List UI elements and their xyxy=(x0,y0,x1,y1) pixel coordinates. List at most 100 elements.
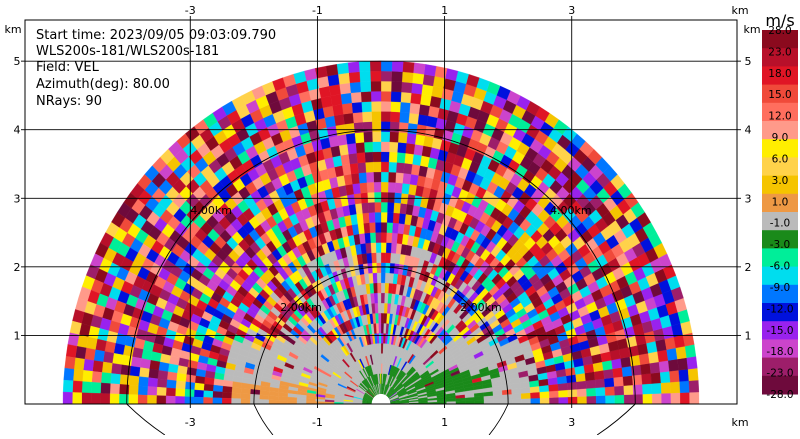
x-tick-label: -1 xyxy=(312,416,323,429)
scan-gate xyxy=(156,386,167,397)
scan-gate xyxy=(604,386,615,396)
colorbar-swatch xyxy=(762,139,798,158)
scan-gate xyxy=(221,397,232,404)
scan-gate xyxy=(138,367,150,378)
scan-gate xyxy=(112,353,124,365)
scan-gate xyxy=(366,181,375,193)
scan-gate xyxy=(268,395,279,401)
colorbar-label: -15.0 xyxy=(766,325,793,337)
scan-gate xyxy=(175,388,186,397)
scan-gate xyxy=(385,262,391,274)
scan-gate xyxy=(383,302,388,314)
scan-gate xyxy=(402,61,415,73)
scan-gate xyxy=(593,370,605,380)
colorbar-swatch xyxy=(762,30,798,49)
scan-gate xyxy=(374,222,382,233)
scan-gate xyxy=(184,396,195,404)
scan-gate xyxy=(212,384,223,393)
colorbar-label: -1.0 xyxy=(770,218,791,230)
scan-gate xyxy=(222,379,233,388)
x-tick-label: 3 xyxy=(568,4,575,17)
scan-gate xyxy=(65,344,78,358)
scan-gate xyxy=(380,343,384,354)
scan-gate xyxy=(340,92,352,105)
scan-gate xyxy=(176,365,188,375)
scan-gate xyxy=(259,399,269,404)
range-ring-label: 2.00km xyxy=(280,301,322,314)
scan-gate xyxy=(405,142,416,155)
scan-gate xyxy=(688,379,700,393)
scan-gate xyxy=(128,384,139,395)
scan-gate xyxy=(372,141,382,153)
scan-gate xyxy=(397,132,408,144)
scan-gate xyxy=(380,232,387,243)
scan-gate xyxy=(193,396,204,404)
scan-gate xyxy=(203,397,213,404)
scan-gate xyxy=(367,202,375,213)
scan-gate xyxy=(380,282,386,294)
scan-gate xyxy=(350,172,360,185)
range-ring-label: 2.00km xyxy=(460,301,502,314)
scan-gate xyxy=(128,394,139,404)
scan-gate xyxy=(399,111,410,124)
scan-gate xyxy=(380,272,386,284)
axis-ticks: -3 -3 -1 -1 1 1 3 3 1 1 2 2 3 3 4 4 5 5 xyxy=(14,4,752,429)
scan-gate xyxy=(474,399,485,404)
scan-gate xyxy=(375,242,382,253)
scan-gate xyxy=(396,233,404,245)
scan-gate xyxy=(380,242,387,253)
scan-gate xyxy=(391,222,399,234)
scan-gate xyxy=(383,312,388,324)
scan-gate xyxy=(678,369,690,382)
scan-gate xyxy=(231,386,242,394)
scan-gate xyxy=(679,380,690,393)
colorbar-swatch xyxy=(762,48,798,67)
colorbar-label: 3.0 xyxy=(772,175,789,187)
scan-gate xyxy=(376,282,382,294)
scan-gate xyxy=(194,375,206,385)
scan-gate xyxy=(385,242,392,254)
scan-gate xyxy=(422,74,435,87)
scan-gate xyxy=(327,74,340,87)
colorbar-swatch xyxy=(762,102,798,122)
range-ring-label: 4.00km xyxy=(550,204,592,217)
scan-gate xyxy=(148,368,159,379)
scan-gate xyxy=(380,131,390,142)
scan-gate xyxy=(558,396,569,404)
scan-gate xyxy=(305,401,316,404)
scan-gate xyxy=(337,72,350,85)
scan-gate xyxy=(380,312,385,324)
scan-gate xyxy=(530,391,541,399)
scan-gate xyxy=(594,378,606,388)
colorbar-unit: m/s xyxy=(765,11,794,30)
scan-gate xyxy=(558,389,569,398)
scan-gate xyxy=(249,393,260,400)
scan-gate xyxy=(397,223,405,235)
scan-gate xyxy=(649,361,661,374)
colorbar-swatch xyxy=(762,284,798,304)
scan-gate xyxy=(622,375,634,386)
scan-gate xyxy=(380,70,392,82)
scan-gate xyxy=(349,81,361,94)
scan-gate xyxy=(364,232,371,244)
scan-gate xyxy=(62,379,74,393)
scan-gate xyxy=(395,162,405,174)
scan-gate xyxy=(380,212,388,223)
scan-gate xyxy=(129,365,141,377)
scan-gate xyxy=(411,82,423,95)
colorbar-swatch xyxy=(762,157,798,177)
scan-gate xyxy=(355,142,365,154)
scan-gate xyxy=(605,395,616,404)
scan-gate xyxy=(63,367,75,381)
scan-gate xyxy=(386,212,394,223)
scan-gate xyxy=(604,377,615,388)
scan-gate xyxy=(595,386,606,397)
scan-gate xyxy=(372,151,382,163)
colorbar-label: 15.0 xyxy=(768,89,791,101)
scan-gate xyxy=(369,222,376,233)
scan-gate xyxy=(577,396,588,404)
scan-gate xyxy=(373,191,382,203)
scan-gate xyxy=(72,369,84,382)
scan-gate xyxy=(402,172,412,185)
scan-gate xyxy=(72,380,83,393)
